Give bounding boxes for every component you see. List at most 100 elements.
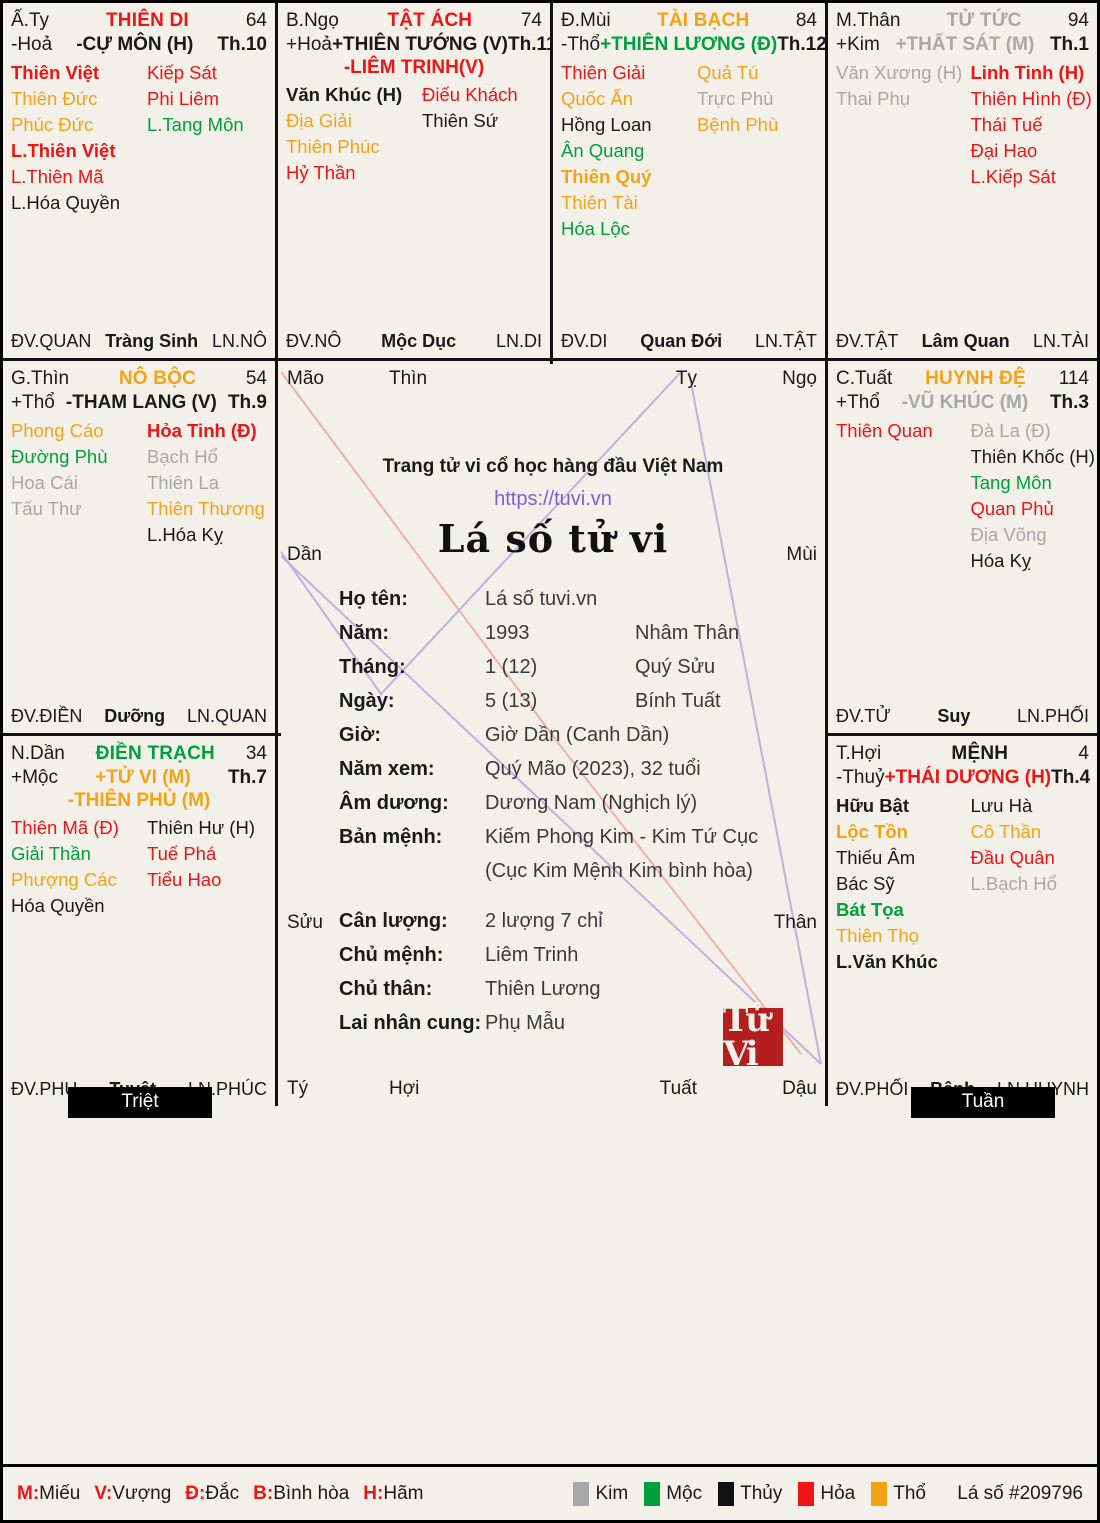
branch-label-hoi: Hợi — [389, 1078, 420, 1099]
star-label: Thiên Thương — [147, 498, 265, 519]
legend-abbr-item: Đ:Đắc — [185, 1483, 239, 1505]
palace-cell[interactable]: Đ.Mùi TÀI BẠCH 84 -Thổ +THIÊN LƯƠNG (Đ) … — [553, 3, 828, 361]
legend-abbr-text: Bình hòa — [273, 1482, 350, 1504]
decade-palace: ĐV.DI — [561, 331, 608, 351]
palace-canchi: C.Tuất — [836, 368, 893, 389]
palace-cell[interactable]: M.Thân TỬ TỨC 94 +Kim +THẤT SÁT (M) Th.1… — [828, 3, 1097, 361]
legend-abbr-key: Đ: — [185, 1482, 206, 1504]
color-swatch — [871, 1481, 888, 1506]
palace-header-row-2: +Hoả +THIÊN TƯỚNG (V) Th.11 — [286, 33, 550, 57]
star-label: Tang Môn — [970, 472, 1052, 493]
star-column-right: Linh Tinh (H) Thiên Hình (Đ) Thái Tuế Đại H… — [963, 60, 1092, 190]
star-column-right: Hỏa Tinh (Đ) Bạch Hổ Thiên La Thiên Thương L… — [139, 418, 267, 548]
star-columns: Thiên Mã (Đ) Giải Thần Phượng Các Hóa Quyền… — [11, 815, 267, 919]
star-column-right: Đà La (Đ) Thiên Khốc (H) Tang Môn Quan Phủ Đ… — [963, 418, 1095, 574]
star-label: Hữu Bật — [836, 795, 910, 816]
star-label: Bệnh Phù — [697, 114, 779, 135]
color-swatch — [798, 1481, 815, 1506]
palace-cell[interactable]: N.Dần ĐIỀN TRẠCH 34 +Mộc +TỬ VI (M) Th.7… — [3, 736, 278, 1106]
palace-footer: ĐV.TỬ Suy LN.PHỐI — [836, 705, 1089, 727]
palace-age-range: 74 — [520, 10, 542, 31]
info-value-primary: Liêm Trinh — [485, 944, 579, 966]
star-column-right: Kiếp Sát Phi Liêm L.Tang Môn — [139, 60, 267, 216]
branch-label-thin: Thìn — [389, 368, 428, 389]
legend-abbr-text: Vượng — [112, 1482, 172, 1504]
info-row: Ngày: 5 (13) Bính Tuất — [339, 684, 815, 718]
legend-swatch-label: Thủy — [740, 1482, 783, 1504]
legend-swatch-label: Thổ — [893, 1482, 926, 1504]
palace-name: NÔ BỘC — [118, 368, 197, 389]
palace-cell[interactable]: B.Ngọ TẬT ÁCH 74 +Hoả +THIÊN TƯỚNG (V) T… — [278, 3, 553, 361]
palace-header-row-2: -Hoả -CỰ MÔN (H) Th.10 — [11, 33, 267, 57]
star-label: L.Bạch Hổ — [970, 873, 1057, 894]
legend-abbr-key: H: — [363, 1482, 384, 1504]
palace-footer: ĐV.QUAN Tràng Sinh LN.NÔ — [11, 330, 267, 352]
star-label: Văn Khúc (H) — [286, 84, 403, 105]
star-label: Thiên Tài — [561, 192, 638, 213]
palace-name: THIÊN DI — [105, 10, 189, 31]
star-column-right: Thiên Hư (H) Tuế Phá Tiểu Hao — [139, 815, 267, 919]
life-stage: Mộc Dục — [381, 331, 457, 351]
info-value-primary: Kiếm Phong Kim - Kim Tứ Cục — [485, 826, 759, 848]
star-label: L.Thiên Mã — [11, 166, 104, 187]
palace-footer: ĐV.TẬT Lâm Quan LN.TÀI — [836, 330, 1089, 352]
star-label: Địa Giải — [286, 110, 352, 131]
star-label: Hỷ Thần — [286, 162, 356, 183]
branch-label-ngo: Ngọ — [782, 368, 817, 389]
triet-marker: Triệt — [68, 1087, 212, 1118]
branch-label-ty: Tỵ — [675, 368, 697, 389]
star-label: Thiên Giải — [561, 62, 646, 83]
info-label: Năm: — [339, 622, 390, 644]
palace-header-row-1: Đ.Mùi TÀI BẠCH 84 — [561, 9, 817, 32]
info-row: Năm xem: Quý Mão (2023), 32 tuổi — [339, 752, 815, 786]
star-label: L.Văn Khúc — [836, 951, 938, 972]
info-value-primary: Lá số tuvi.vn — [485, 588, 598, 610]
main-star-secondary: -LIÊM TRINH(V) — [343, 57, 485, 78]
palace-month: Th.12 — [777, 34, 827, 55]
star-label: Trực Phù — [697, 88, 774, 109]
star-label: Hoa Cái — [11, 472, 78, 493]
palace-cell[interactable]: G.Thìn NÔ BỘC 54 +Thổ -THAM LANG (V) Th.… — [3, 361, 278, 736]
star-column-left: Phong Cáo Đường Phù Hoa Cái Tấu Thư — [11, 418, 139, 548]
palace-name: TẬT ÁCH — [387, 10, 473, 31]
palace-canchi: Đ.Mùi — [561, 10, 611, 31]
palace-cell[interactable]: C.Tuất HUYNH ĐỆ 114 +Thổ -VŨ KHÚC (M) Th… — [828, 361, 1097, 736]
star-label: L.Hóa Quyền — [11, 192, 121, 213]
palace-age-range: 84 — [795, 10, 817, 31]
legend-abbr-item: H:Hãm — [363, 1483, 423, 1505]
palace-header-row-2: -Thổ +THIÊN LƯƠNG (Đ) Th.12 — [561, 33, 825, 57]
legend-swatch-label: Hỏa — [820, 1482, 856, 1504]
star-column-left: Hữu Bật Lộc Tồn Thiếu Âm Bác Sỹ Bát Tọa Thiên… — [836, 793, 963, 975]
palace-age-range: 94 — [1067, 10, 1089, 31]
star-label: Đường Phù — [11, 446, 108, 467]
star-label: Thiên Việt — [11, 62, 100, 83]
star-label: Lưu Hà — [970, 795, 1033, 816]
annual-palace: LN.QUAN — [186, 706, 267, 726]
palace-age-range: 54 — [245, 368, 267, 389]
legend-swatch-label: Mộc — [666, 1482, 703, 1504]
color-swatch — [644, 1481, 661, 1506]
palace-footer: ĐV.NÔ Mộc Dục LN.DI — [286, 330, 542, 352]
decade-palace: ĐV.NÔ — [286, 331, 342, 351]
palace-footer: ĐV.DI Quan Đới LN.TẬT — [561, 330, 817, 352]
star-label: Hóa Quyền — [11, 895, 105, 916]
color-swatch — [718, 1481, 735, 1506]
star-column-right: Quả Tú Trực Phù Bệnh Phù — [689, 60, 817, 242]
palace-cell[interactable]: Ấ.Ty THIÊN DI 64 -Hoả -CỰ MÔN (H) Th.10 … — [3, 3, 278, 361]
life-stage: Quan Đới — [640, 331, 723, 351]
star-columns: Thiên Việt Thiên Đức Phúc Đức L.Thiên Việt L… — [11, 60, 267, 216]
star-label: Bạch Hổ — [147, 446, 218, 467]
palace-canchi: Ấ.Ty — [11, 10, 50, 31]
star-columns: Hữu Bật Lộc Tồn Thiếu Âm Bác Sỹ Bát Tọa Thiên… — [836, 793, 1089, 975]
palace-cell[interactable]: T.Hợi MỆNH 4 -Thuỷ +THÁI DƯƠNG (H) Th.4 … — [828, 736, 1097, 1106]
info-label: Tháng: — [339, 656, 406, 678]
red-seal-stamp: Tử Vi — [723, 1003, 783, 1071]
palace-header-row-2: +Thổ -THAM LANG (V) Th.9 — [11, 391, 267, 415]
site-url-link[interactable]: https://tuvi.vn — [494, 488, 612, 510]
main-star: +THÁI DƯƠNG (H) — [884, 767, 1052, 788]
info-row: Lai nhân cung: Phụ Mẫu — [339, 1006, 815, 1040]
star-label: Thiên Sứ — [422, 110, 499, 131]
star-column-left: Thiên Việt Thiên Đức Phúc Đức L.Thiên Việt L… — [11, 60, 139, 216]
star-label: Đầu Quân — [970, 847, 1055, 868]
main-star: -CỰ MÔN (H) — [76, 34, 194, 55]
